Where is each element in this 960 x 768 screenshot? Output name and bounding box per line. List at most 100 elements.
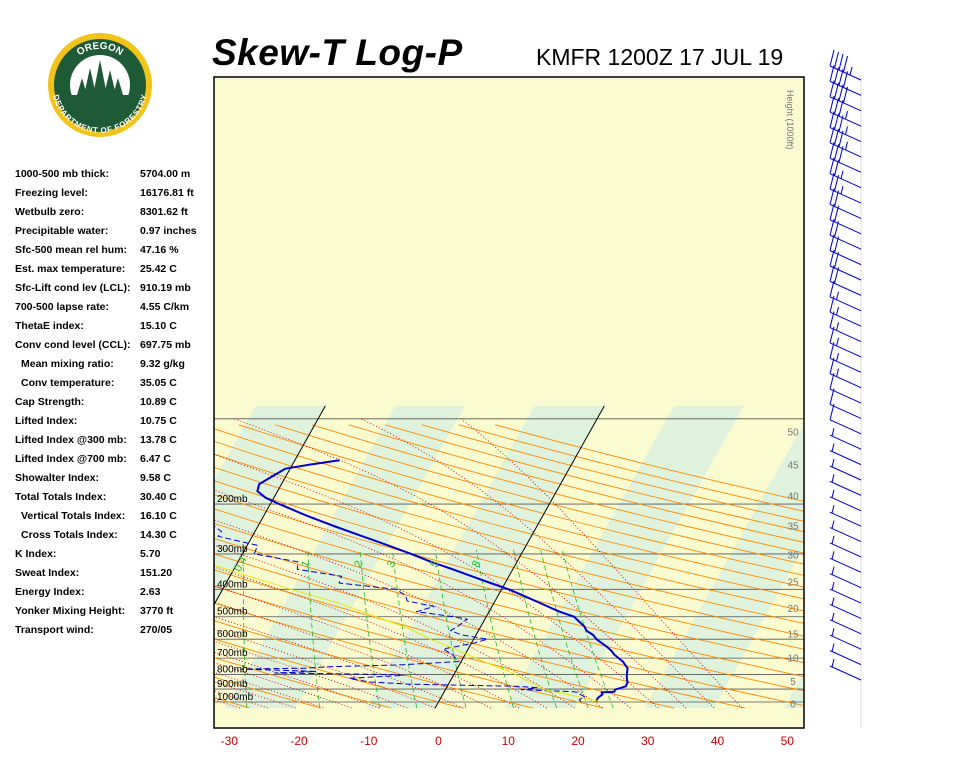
- plot-area: 0.4 1 2 3 5 8: [214, 77, 804, 728]
- wind-barb-flag: [834, 51, 839, 69]
- wind-barb-staff: [829, 250, 862, 266]
- isotherm-bands: [214, 405, 804, 708]
- index-label: Total Totals Index:: [15, 491, 107, 503]
- wind-barb: [829, 188, 862, 219]
- dewpoint-trace: [214, 525, 586, 703]
- wind-barb-half-flag: [836, 307, 839, 316]
- height-label: 10: [787, 654, 799, 665]
- wind-barb-half-flag: [831, 628, 835, 637]
- index-value: 3770 ft: [140, 605, 174, 617]
- wind-barb-flag: [829, 49, 835, 67]
- logo-ground: [70, 95, 130, 132]
- index-value: 35.05 C: [140, 377, 177, 389]
- wind-barb-staff: [829, 542, 862, 558]
- dry-adiabat: [214, 494, 804, 650]
- wind-barb-staff: [829, 557, 862, 573]
- isotherms: [214, 405, 605, 709]
- wind-barb-staff: [829, 480, 862, 496]
- temperature-tick-label: 10: [502, 734, 516, 748]
- dry-adiabat: [214, 602, 604, 709]
- mixing-ratio-line: [434, 549, 467, 709]
- index-label: Sweat Index:: [15, 567, 80, 579]
- wind-barb-column: [829, 49, 862, 728]
- index-value: 151.20: [140, 567, 173, 579]
- index-label: Lifted Index @300 mb:: [15, 434, 127, 446]
- wind-barb: [829, 581, 862, 604]
- station-time-label: KMFR 1200Z 17 JUL 19: [536, 44, 784, 70]
- index-label: Vertical Totals Index:: [21, 510, 126, 522]
- index-value: 47.16 %: [140, 244, 179, 256]
- wind-barb-half-flag: [831, 535, 835, 545]
- index-value: 270/05: [140, 624, 173, 636]
- temperature-tick-label: 40: [711, 734, 725, 748]
- wind-barb-staff: [829, 527, 862, 542]
- logo-trees-icon: [77, 60, 123, 95]
- wind-barb: [829, 80, 862, 112]
- wind-barb: [829, 219, 862, 250]
- moist-adiabat: [360, 418, 715, 709]
- wind-barb-half-flag: [840, 170, 844, 179]
- wind-barb-staff: [829, 573, 862, 589]
- parcel-trace: [214, 564, 600, 702]
- wind-barb: [829, 388, 862, 419]
- wind-barb: [829, 458, 862, 481]
- pressure-label: 600mb: [217, 629, 248, 640]
- wind-barb-half-flag: [845, 141, 848, 151]
- wind-barb-half-flag: [831, 458, 835, 468]
- dry-adiabat: [214, 453, 804, 612]
- dry-adiabat: [348, 424, 804, 543]
- isotherm-band: [783, 672, 804, 708]
- wind-barb-half-flag: [831, 443, 835, 452]
- wind-barb: [829, 535, 862, 558]
- wind-barb: [829, 474, 862, 496]
- wind-barb-staff: [829, 96, 862, 112]
- wind-barb-half-flag: [831, 643, 835, 652]
- wind-barb: [829, 403, 862, 435]
- index-label: Cap Strength:: [15, 396, 85, 408]
- temperature-trace: [256, 459, 629, 702]
- wind-barb-staff: [829, 619, 862, 635]
- wind-barb-staff: [829, 296, 862, 312]
- pressure-label: 500mb: [217, 607, 248, 618]
- wind-barb-staff: [829, 280, 862, 296]
- wind-barb-half-flag: [831, 658, 835, 668]
- dry-adiabat: [214, 440, 804, 600]
- wind-barb-half-flag: [831, 474, 835, 483]
- index-label: 1000-500 mb thick:: [15, 168, 109, 180]
- wind-barb-staff: [829, 188, 862, 204]
- index-value: 16176.81 ft: [140, 187, 194, 199]
- wind-barb: [829, 311, 862, 342]
- wind-barb: [829, 96, 862, 127]
- wind-barb: [829, 157, 862, 189]
- wind-barb-staff: [829, 404, 862, 419]
- wind-barb-half-flag: [831, 566, 835, 575]
- wind-barb-half-flag: [840, 185, 844, 195]
- wind-barb: [829, 566, 862, 589]
- wind-barb: [829, 372, 862, 404]
- index-value: 4.55 C/km: [140, 301, 190, 313]
- index-label: Sfc-500 mean rel hum:: [15, 244, 128, 256]
- wind-barb: [829, 142, 862, 173]
- wind-barb: [829, 203, 862, 235]
- wind-barb-half-flag: [831, 612, 835, 621]
- isotherm-band: [504, 405, 744, 708]
- index-label: Energy Index:: [15, 586, 85, 598]
- wind-barb: [829, 280, 862, 312]
- height-label: 30: [787, 550, 799, 561]
- wind-barb-staff: [829, 342, 862, 358]
- wind-barb-half-flag: [849, 66, 853, 76]
- dry-adiabats: [214, 424, 804, 709]
- dry-adiabat: [275, 424, 804, 565]
- wind-barb: [829, 643, 862, 666]
- height-label: 0: [790, 700, 796, 711]
- mixing-ratio-line: [476, 549, 514, 709]
- wind-barb-half-flag: [845, 111, 848, 120]
- plot-frame: [213, 76, 805, 729]
- temperature-tick-label: -30: [221, 734, 239, 748]
- isotherm-band: [644, 422, 804, 708]
- height-label: 5: [790, 677, 796, 688]
- wind-barb-half-flag: [845, 126, 848, 135]
- temperature-tick-label: -20: [290, 734, 308, 748]
